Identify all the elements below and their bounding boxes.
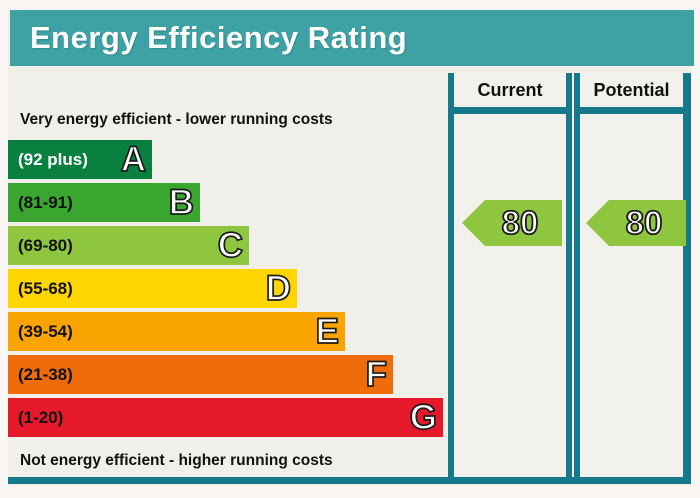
band-row-e: (39-54) E (8, 311, 345, 352)
band-row-g: (1-20) G (8, 397, 443, 438)
band-letter-a: A (120, 139, 147, 180)
band-range-label-d: (55-68) (18, 278, 73, 298)
band-letter-g: G (409, 397, 438, 438)
current-column: Current (448, 73, 572, 484)
current-header-divider (454, 107, 566, 114)
current-header-label: Current (477, 79, 543, 100)
band-row-a: (92 plus) A (8, 139, 152, 180)
title-bar: Energy Efficiency Rating (10, 10, 694, 66)
page-title: Energy Efficiency Rating (30, 20, 408, 55)
band-range-label-a: (92 plus) (18, 149, 88, 169)
potential-header-divider (580, 107, 683, 114)
efficiency-note-top: Very energy efficient - lower running co… (20, 111, 333, 128)
band-letter-e: E (315, 311, 340, 352)
band-range-label-e: (39-54) (18, 321, 73, 341)
potential-header-label: Potential (593, 79, 670, 100)
band-letter-d: D (265, 268, 292, 309)
band-letter-f: F (365, 354, 388, 395)
band-row-b: (81-91) B (8, 182, 200, 223)
bottom-border-line (8, 477, 690, 484)
potential-rating-value: 80 (625, 203, 664, 242)
band-row-c: (69-80) C (8, 225, 249, 266)
band-range-label-b: (81-91) (18, 192, 73, 212)
band-row-f: (21-38) F (8, 354, 393, 395)
potential-rating-arrow-icon: 80 (586, 200, 686, 246)
current-rating-value: 80 (501, 203, 540, 242)
band-letter-b: B (168, 182, 195, 223)
band-row-d: (55-68) D (8, 268, 297, 309)
current-rating-arrow-icon: 80 (462, 200, 562, 246)
band-range-label-f: (21-38) (18, 364, 73, 384)
efficiency-note-bottom: Not energy efficient - higher running co… (20, 452, 333, 469)
band-range-label-g: (1-20) (18, 407, 64, 427)
potential-column: Potential (574, 73, 691, 484)
band-range-label-c: (69-80) (18, 235, 73, 255)
band-letter-c: C (217, 225, 244, 266)
